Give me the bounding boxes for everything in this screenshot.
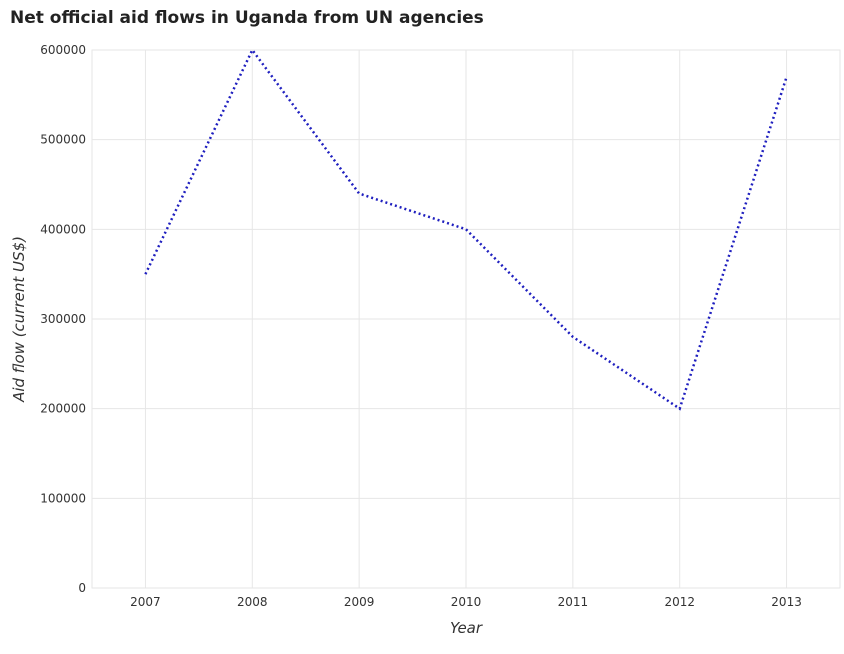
x-tick-label: 2007 <box>130 595 161 609</box>
x-tick-label: 2008 <box>237 595 268 609</box>
y-tick-label: 100000 <box>40 491 86 505</box>
y-tick-label: 400000 <box>40 222 86 236</box>
y-tick-label: 500000 <box>40 133 86 147</box>
y-axis-ticks: 0 100000 200000 300000 400000 500000 600000 <box>40 43 86 595</box>
gridlines <box>92 49 840 589</box>
y-tick-label: 200000 <box>40 402 86 416</box>
x-tick-label: 2012 <box>664 595 695 609</box>
y-axis-label: Aid flow (current US$) <box>10 236 28 403</box>
y-tick-label: 600000 <box>40 43 86 57</box>
x-tick-label: 2011 <box>558 595 589 609</box>
x-tick-label: 2010 <box>451 595 482 609</box>
y-tick-label: 300000 <box>40 312 86 326</box>
x-tick-label: 2009 <box>344 595 375 609</box>
plot-area-frame <box>91 49 841 589</box>
x-tick-label: 2013 <box>771 595 802 609</box>
y-tick-label: 0 <box>78 581 86 595</box>
x-axis-label: Year <box>450 619 483 637</box>
chart-title: Net official aid flows in Uganda from UN… <box>10 8 484 28</box>
series-line <box>144 47 788 411</box>
x-axis-ticks: 2007 2008 2009 2010 2011 2012 2013 <box>130 595 802 609</box>
